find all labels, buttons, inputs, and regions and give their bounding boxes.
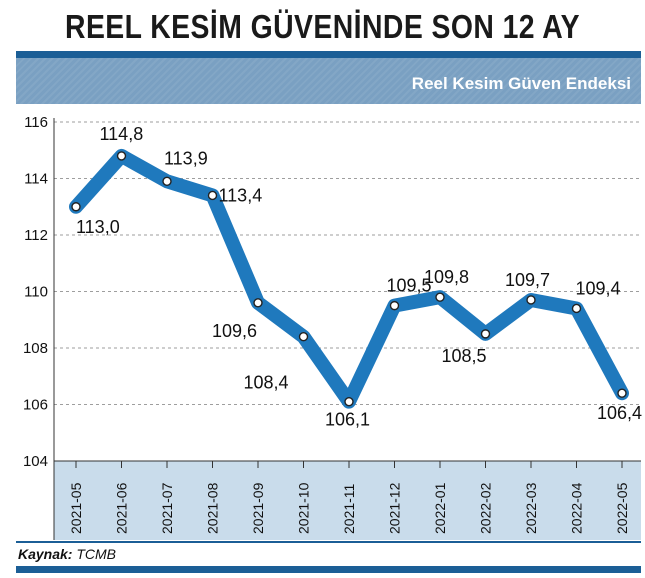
data-label: 109,6	[212, 321, 257, 341]
y-tick-label: 110	[24, 284, 48, 301]
x-tick-label: 2021-08	[205, 482, 221, 534]
y-tick-label: 104	[23, 453, 48, 470]
x-tick-label: 2021-07	[159, 482, 175, 534]
x-tick-label: 2022-04	[569, 482, 585, 534]
data-label: 106,1	[325, 410, 370, 430]
y-tick-label: 112	[24, 227, 48, 244]
data-point	[71, 202, 81, 212]
data-label: 109,8	[424, 267, 469, 287]
source-label: Kaynak:	[18, 546, 73, 562]
line-chart: 116 114 112 110 108 106 104 2021-05 2021-06 2021-…	[23, 114, 642, 540]
data-point	[344, 396, 354, 407]
data-point	[571, 303, 582, 314]
data-point	[526, 295, 536, 305]
x-tick-label: 2022-03	[523, 482, 539, 534]
top-rule	[16, 51, 641, 58]
x-tick-label: 2022-02	[478, 482, 494, 534]
data-label: 108,4	[244, 373, 289, 393]
data-point	[253, 298, 263, 308]
x-tick-label: 2021-10	[296, 482, 312, 534]
bottom-rule	[16, 566, 641, 573]
y-tick-label: 106	[23, 397, 48, 414]
x-tick-label: 2022-01	[432, 482, 448, 534]
x-tick-label: 2021-12	[387, 482, 403, 534]
source-note: Kaynak: TCMB	[18, 546, 116, 562]
data-label: 109,4	[576, 278, 621, 298]
data-label: 109,7	[505, 270, 550, 290]
data-point	[116, 151, 127, 161]
data-point	[207, 190, 218, 201]
data-point	[480, 329, 491, 339]
legend-band: Reel Kesim Güven Endeksi	[16, 58, 641, 104]
data-label: 109,5	[387, 276, 432, 296]
data-label: 113,4	[219, 185, 263, 205]
data-label: 114,8	[100, 124, 144, 144]
x-tick-label: 2021-09	[250, 482, 266, 534]
y-tick-label: 108	[23, 340, 48, 357]
x-tick-label: 2022-05	[614, 482, 630, 534]
y-tick-label: 114	[24, 171, 48, 188]
data-point	[435, 292, 445, 302]
data-point	[389, 300, 400, 311]
data-label: 106,4	[597, 403, 642, 423]
data-point	[162, 176, 172, 187]
x-tick-label: 2021-05	[68, 482, 84, 534]
data-label: 113,9	[164, 148, 208, 168]
source-value: TCMB	[76, 546, 117, 562]
data-point	[298, 331, 309, 342]
x-axis-band	[54, 461, 641, 540]
legend-series-label: Reel Kesim Güven Endeksi	[411, 74, 631, 93]
y-tick-label: 116	[24, 114, 48, 131]
data-label: 108,5	[442, 346, 487, 366]
x-tick-label: 2021-11	[341, 483, 357, 534]
data-point	[617, 388, 627, 398]
data-label: 113,0	[76, 217, 120, 237]
x-tick-label: 2021-06	[114, 482, 130, 534]
source-divider	[16, 541, 641, 543]
page-title: REEL KESİM GÜVENİNDE SON 12 AY	[65, 8, 580, 45]
